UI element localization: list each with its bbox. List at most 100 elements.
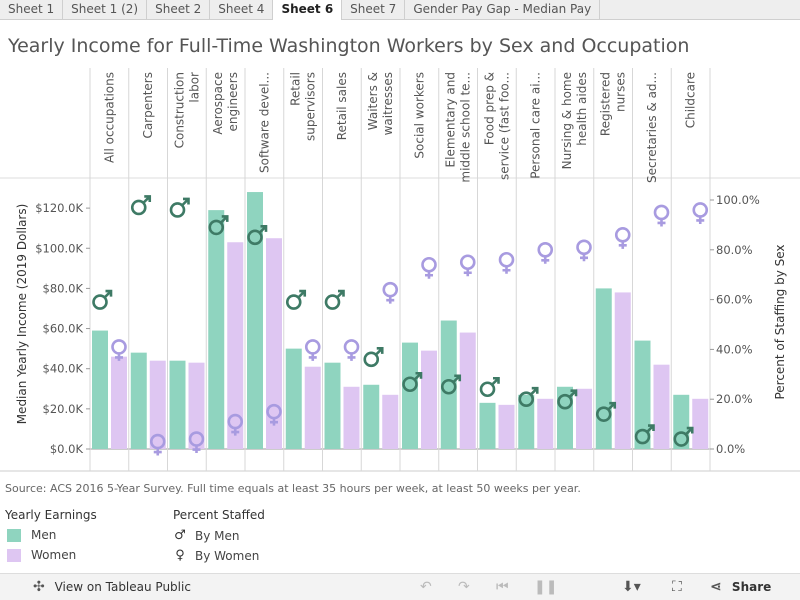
male-staffing-mark[interactable] [518,386,539,408]
female-staffing-mark[interactable] [614,227,631,249]
redo-icon[interactable]: ↷ [458,579,470,595]
male-mark-ring [557,393,573,410]
male-staffing-mark[interactable] [169,197,190,218]
bar-women[interactable] [188,362,205,449]
bar-men[interactable] [595,288,612,449]
female-staffing-mark[interactable] [227,413,244,436]
tab-sheet-1-2[interactable]: Sheet 1 (2) [63,0,148,19]
female-staffing-mark[interactable] [498,251,515,274]
tab-sheet-2[interactable]: Sheet 2 [147,0,211,19]
legend-item-by-women[interactable]: ♀ By Women [173,548,259,563]
tab-sheet-4[interactable]: Sheet 4 [210,0,274,19]
female-staffing-mark[interactable] [692,202,709,224]
bar-men[interactable] [402,342,418,449]
male-staffing-mark[interactable] [402,371,423,393]
bar-women[interactable] [498,404,515,449]
male-mark-arrow [452,374,462,384]
bar-men[interactable] [324,362,341,449]
download-icon[interactable]: ⬇▾ [622,579,641,595]
tab-gender-pay-gap-median-pay[interactable]: Gender Pay Gap - Median Pay [405,0,601,19]
male-mark-arrow [374,347,384,356]
male-staffing-mark[interactable] [324,289,345,310]
bar-women[interactable] [421,350,437,449]
share-button[interactable]: ⋖ Share [710,579,771,596]
female-staffing-mark[interactable] [343,339,360,361]
legend-swatch-men [7,528,21,542]
bar-men[interactable] [363,384,380,449]
view-on-tableau-public-link[interactable]: ✣ View on Tableau Public [33,579,191,596]
bar-women[interactable] [227,242,244,449]
bar-men[interactable] [247,192,263,449]
bar-men[interactable] [557,386,573,449]
male-staffing-mark[interactable] [363,347,384,368]
female-mark-ring [421,256,437,273]
female-staffing-mark[interactable] [459,254,476,277]
bar-women[interactable] [149,360,166,449]
category-label: Aerospace [211,72,225,135]
bar-men[interactable] [285,348,302,449]
bar-men[interactable] [479,402,496,449]
bar-women[interactable] [576,388,592,449]
bar-women[interactable] [382,394,399,449]
legend-item-women[interactable]: Women [7,548,76,562]
bar-men[interactable] [169,360,186,449]
female-staffing-mark[interactable] [111,339,127,361]
male-staffing-mark[interactable] [673,426,694,447]
bar-women[interactable] [111,356,127,449]
legend-item-by-men[interactable]: ♂ By Men [173,528,239,543]
category-label: waitresses [381,72,395,135]
bar-women[interactable] [537,398,554,449]
female-staffing-mark[interactable] [266,403,282,426]
female-staffing-mark[interactable] [304,339,321,361]
y2-tick-label: 40.0% [716,342,753,356]
bar-women[interactable] [459,332,476,449]
undo-icon[interactable]: ↶ [420,579,432,595]
male-staffing-mark[interactable] [285,289,307,310]
bar-women[interactable] [653,364,670,449]
male-staffing-mark[interactable] [634,424,655,445]
male-mark-ring [324,294,341,310]
female-staffing-mark[interactable] [188,431,205,454]
male-staffing-mark[interactable] [208,215,229,236]
female-staffing-mark[interactable] [421,256,437,279]
bar-women[interactable] [266,238,282,449]
share-icon: ⋖ [710,579,722,595]
bar-men[interactable] [634,340,651,449]
fullscreen-icon[interactable]: ⛶ [672,579,682,595]
bar-women[interactable] [304,366,321,449]
female-staffing-mark[interactable] [149,433,166,456]
female-staffing-mark[interactable] [576,239,592,262]
bar-men[interactable] [518,394,535,449]
male-staffing-mark[interactable] [92,289,113,310]
tab-sheet-6[interactable]: Sheet 6 [273,0,343,20]
male-staffing-mark[interactable] [479,376,500,398]
bar-men[interactable] [130,352,147,449]
female-staffing-mark[interactable] [537,242,554,264]
female-staffing-mark[interactable] [653,204,670,227]
revert-icon[interactable]: ⏮ [496,579,509,595]
bar-women[interactable] [692,398,709,449]
male-staffing-mark[interactable] [247,225,268,246]
legend-staffed-title: Percent Staffed [173,508,265,522]
male-staffing-mark[interactable] [440,374,462,395]
male-staffing-mark[interactable] [557,389,578,410]
legend-item-men[interactable]: Men [7,528,56,542]
bar-women[interactable] [614,292,631,449]
bar-men[interactable] [208,210,225,449]
category-label: Carpenters [141,72,155,139]
bar-women[interactable] [343,386,360,449]
male-staffing-mark[interactable] [595,401,617,422]
male-mark-arrow [258,225,268,234]
bar-men[interactable] [92,330,108,449]
female-mark-ring [692,202,709,218]
female-staffing-mark[interactable] [382,281,399,304]
male-mark-ring [208,219,225,236]
y-tick-label: $20.0K [43,402,84,416]
male-staffing-mark[interactable] [130,195,152,216]
chart-title: Yearly Income for Full-Time Washington W… [8,35,690,57]
share-label: Share [731,580,772,594]
pause-icon[interactable]: ❚❚ [534,579,558,595]
bar-men[interactable] [440,320,457,449]
tab-sheet-7[interactable]: Sheet 7 [342,0,406,19]
tab-sheet-1[interactable]: Sheet 1 [0,0,64,19]
